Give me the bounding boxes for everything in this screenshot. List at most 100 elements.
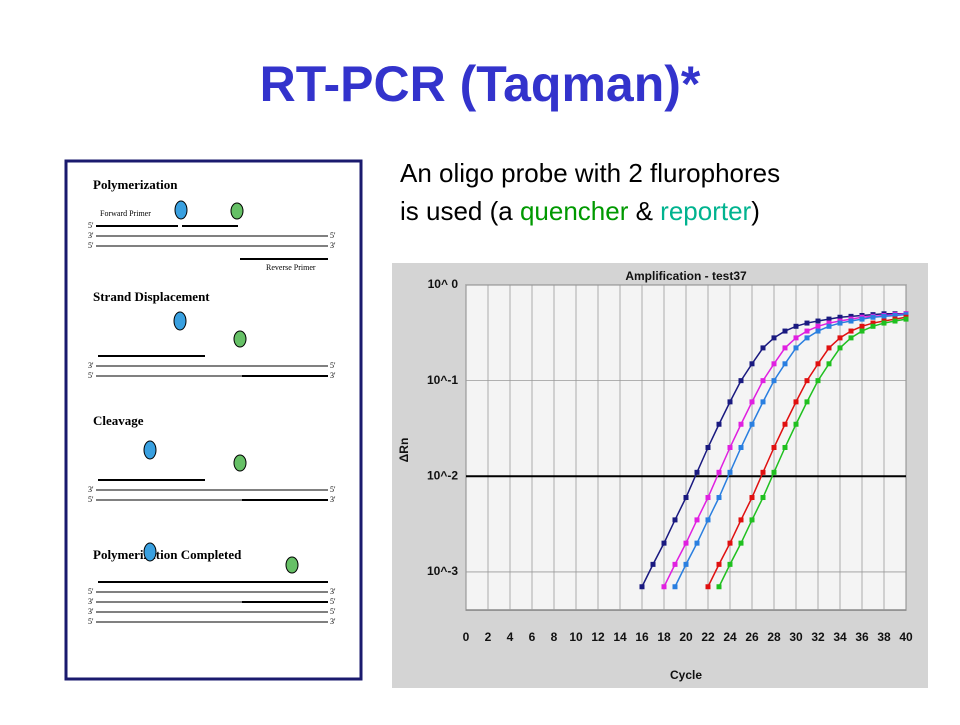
strand-end: 5' xyxy=(330,485,336,494)
panel-title: Cleavage xyxy=(93,413,144,428)
reporter-dye xyxy=(174,200,188,220)
data-point xyxy=(661,540,667,546)
x-tick-label: 6 xyxy=(529,630,536,644)
data-point xyxy=(837,320,843,326)
data-point xyxy=(815,378,821,384)
data-point xyxy=(705,584,711,590)
reporter-dye xyxy=(143,440,157,460)
x-tick-label: 12 xyxy=(591,630,605,644)
data-point xyxy=(782,445,788,450)
data-point xyxy=(870,314,876,320)
data-point xyxy=(683,540,689,546)
strand-end: 5' xyxy=(330,231,336,240)
strand-end: 3' xyxy=(88,231,94,240)
x-axis-label: Cycle xyxy=(670,668,702,682)
data-point xyxy=(848,328,854,334)
x-tick-label: 30 xyxy=(789,630,803,644)
data-point xyxy=(694,540,700,546)
strand-end: 5' xyxy=(88,371,94,380)
intro-text: & xyxy=(628,196,660,226)
data-point xyxy=(716,421,722,427)
data-point xyxy=(727,399,733,405)
x-tick-label: 40 xyxy=(899,630,913,644)
data-point xyxy=(892,318,898,324)
data-point xyxy=(705,445,711,450)
panel-title: Polymerization Completed xyxy=(93,547,242,562)
x-tick-label: 16 xyxy=(635,630,649,644)
data-point xyxy=(804,335,810,341)
strand-end: 5' xyxy=(88,495,94,504)
data-point xyxy=(903,316,909,322)
x-tick-label: 32 xyxy=(811,630,825,644)
data-point xyxy=(749,495,755,501)
x-tick-label: 2 xyxy=(485,630,492,644)
data-point xyxy=(782,345,788,351)
intro-text: is used (a xyxy=(400,196,520,226)
data-point xyxy=(870,320,876,326)
data-point xyxy=(661,584,667,590)
chart-title: Amplification - test37 xyxy=(625,269,747,283)
strand-end: 5' xyxy=(330,361,336,370)
data-point xyxy=(804,378,810,384)
data-point xyxy=(749,517,755,523)
quencher-dye xyxy=(233,454,247,472)
data-point xyxy=(870,323,876,329)
data-point xyxy=(804,320,810,326)
data-point xyxy=(650,561,656,567)
reporter-dye xyxy=(143,542,157,562)
data-point xyxy=(804,328,810,334)
primer-label: Forward Primer xyxy=(100,209,151,218)
primer-label: Reverse Primer xyxy=(266,263,316,272)
data-point xyxy=(771,361,777,367)
strand-end: 5' xyxy=(330,607,336,616)
data-point xyxy=(837,314,843,320)
data-point xyxy=(826,361,832,367)
data-point xyxy=(727,540,733,546)
x-tick-label: 26 xyxy=(745,630,759,644)
data-point xyxy=(727,445,733,450)
data-point xyxy=(793,335,799,341)
intro-text: ) xyxy=(751,196,760,226)
y-tick-label: 10^-2 xyxy=(427,468,458,482)
x-tick-label: 36 xyxy=(855,630,869,644)
data-point xyxy=(716,469,722,475)
series-line xyxy=(674,313,907,588)
data-point xyxy=(815,323,821,329)
reporter: reporter xyxy=(660,196,751,226)
data-point xyxy=(826,345,832,351)
strand-end: 5' xyxy=(88,617,94,626)
data-point xyxy=(837,345,843,351)
data-point xyxy=(738,421,744,427)
data-point xyxy=(881,320,887,326)
x-tick-label: 8 xyxy=(551,630,558,644)
strand-end: 5' xyxy=(88,587,94,596)
data-point xyxy=(903,312,909,318)
data-point xyxy=(793,399,799,405)
strand-end: 3' xyxy=(330,241,336,250)
quencher-dye xyxy=(285,556,299,574)
data-point xyxy=(793,323,799,329)
data-point xyxy=(859,323,865,329)
data-point xyxy=(727,561,733,567)
strand-end: 3' xyxy=(330,617,336,626)
data-point xyxy=(848,318,854,324)
data-point xyxy=(749,399,755,405)
data-point xyxy=(837,335,843,341)
y-tick-label: 10^-3 xyxy=(427,564,458,578)
data-point xyxy=(760,345,766,351)
strand-end: 3' xyxy=(88,485,94,494)
panel-title: Polymerization xyxy=(93,177,178,192)
x-tick-label: 14 xyxy=(613,630,627,644)
strand-end: 5' xyxy=(88,221,94,230)
data-point xyxy=(716,584,722,590)
strand-end: 3' xyxy=(88,361,94,370)
slide-title: RT-PCR (Taqman)* xyxy=(260,56,701,112)
data-point xyxy=(749,361,755,367)
strand-end: 5' xyxy=(330,597,336,606)
y-tick-label: 10^-1 xyxy=(427,373,458,387)
data-point xyxy=(782,328,788,334)
data-point xyxy=(683,495,689,501)
data-point xyxy=(793,421,799,427)
data-point xyxy=(859,328,865,334)
strand-end: 3' xyxy=(330,587,336,596)
